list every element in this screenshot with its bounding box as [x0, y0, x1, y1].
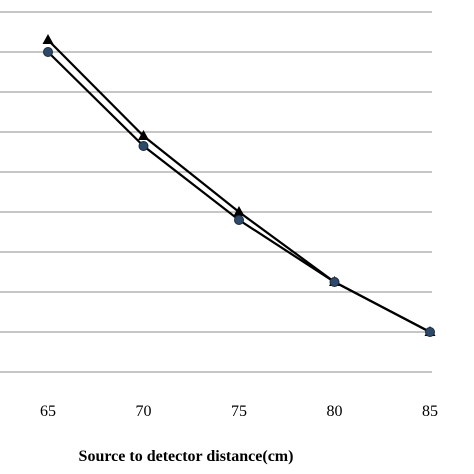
circle-marker — [138, 141, 149, 151]
x-tick-label: 65 — [40, 403, 56, 420]
triangle-marker — [138, 130, 149, 140]
x-tick-label: 80 — [327, 403, 343, 420]
circle-marker — [425, 327, 435, 337]
x-tick-label: 75 — [231, 403, 247, 420]
series-line — [47, 39, 431, 333]
x-tick-label: 70 — [136, 403, 152, 420]
x-axis-title: Source to detector distance(cm) — [79, 448, 294, 465]
triangle-marker — [42, 34, 54, 44]
circle-marker — [234, 215, 244, 225]
circle-marker — [43, 47, 53, 57]
series-line — [47, 51, 431, 333]
triangle-marker — [233, 206, 245, 216]
circle-marker — [329, 277, 340, 287]
x-tick-label: 85 — [422, 403, 438, 420]
